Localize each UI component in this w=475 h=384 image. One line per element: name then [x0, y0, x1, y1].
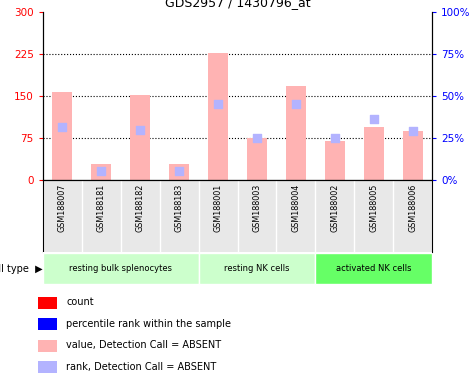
FancyBboxPatch shape [199, 253, 315, 284]
FancyBboxPatch shape [43, 253, 199, 284]
Point [175, 168, 183, 174]
Text: resting NK cells: resting NK cells [224, 264, 290, 273]
Text: GSM188006: GSM188006 [408, 184, 417, 232]
Text: GSM188003: GSM188003 [253, 184, 261, 232]
Point [370, 116, 378, 122]
Text: cell type  ▶: cell type ▶ [0, 264, 43, 274]
Point [331, 135, 339, 141]
Bar [52, 92, 72, 180]
Point [97, 168, 105, 174]
Title: GDS2957 / 1430796_at: GDS2957 / 1430796_at [165, 0, 310, 9]
Text: GSM188181: GSM188181 [97, 184, 105, 232]
Text: rank, Detection Call = ABSENT: rank, Detection Call = ABSENT [66, 362, 217, 372]
Text: GSM188183: GSM188183 [175, 184, 183, 232]
Point [253, 135, 261, 141]
Point [409, 128, 417, 134]
Bar [364, 127, 384, 180]
Bar [403, 131, 422, 180]
Text: GSM188001: GSM188001 [214, 184, 222, 232]
FancyBboxPatch shape [315, 253, 432, 284]
Bar [247, 138, 266, 180]
Bar [38, 340, 57, 352]
Point [58, 124, 66, 130]
Text: value, Detection Call = ABSENT: value, Detection Call = ABSENT [66, 340, 222, 350]
Text: GSM188002: GSM188002 [331, 184, 339, 232]
Text: count: count [66, 297, 94, 307]
Bar [91, 164, 111, 180]
Bar [286, 86, 306, 180]
Bar [38, 297, 57, 309]
Text: resting bulk splenocytes: resting bulk splenocytes [69, 264, 172, 273]
Text: percentile rank within the sample: percentile rank within the sample [66, 319, 231, 329]
Bar [208, 53, 228, 180]
Bar [325, 141, 344, 180]
Text: GSM188007: GSM188007 [58, 184, 66, 232]
Point [292, 101, 300, 108]
Text: GSM188182: GSM188182 [136, 184, 144, 232]
Text: GSM188004: GSM188004 [292, 184, 300, 232]
Bar [38, 318, 57, 330]
Bar [130, 96, 150, 180]
Point [136, 127, 144, 133]
Text: activated NK cells: activated NK cells [336, 264, 411, 273]
Point [214, 101, 222, 108]
Bar [38, 361, 57, 373]
Text: GSM188005: GSM188005 [370, 184, 378, 232]
Bar [169, 164, 189, 180]
